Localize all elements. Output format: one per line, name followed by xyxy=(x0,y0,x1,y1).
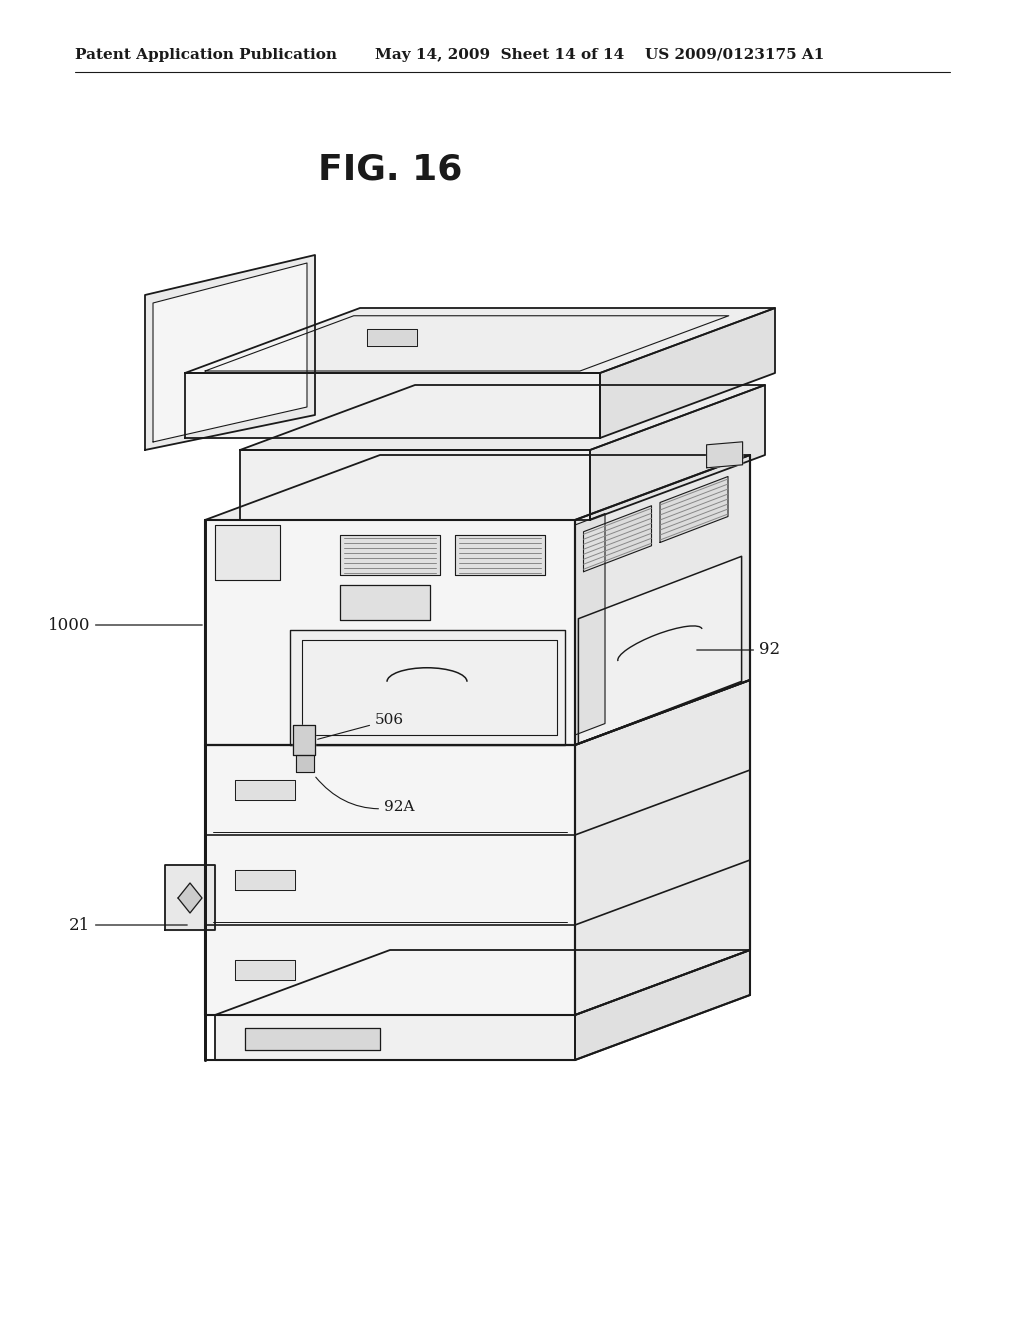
Text: 506: 506 xyxy=(317,713,404,739)
Polygon shape xyxy=(340,535,440,576)
Polygon shape xyxy=(575,950,750,1060)
Polygon shape xyxy=(165,865,215,931)
Polygon shape xyxy=(579,556,741,743)
Polygon shape xyxy=(185,374,600,438)
Polygon shape xyxy=(153,263,307,442)
Polygon shape xyxy=(185,308,775,374)
Polygon shape xyxy=(234,870,295,890)
Polygon shape xyxy=(707,442,742,467)
Polygon shape xyxy=(575,680,750,1015)
Text: 21: 21 xyxy=(69,916,187,933)
Polygon shape xyxy=(455,535,545,576)
Polygon shape xyxy=(205,455,750,520)
Polygon shape xyxy=(215,525,280,579)
Polygon shape xyxy=(234,960,295,979)
Polygon shape xyxy=(240,385,765,450)
Text: FIG. 16: FIG. 16 xyxy=(317,153,462,187)
Polygon shape xyxy=(293,725,315,755)
Polygon shape xyxy=(660,477,728,543)
Text: 92: 92 xyxy=(696,642,780,659)
Polygon shape xyxy=(245,1028,380,1049)
Polygon shape xyxy=(215,1015,575,1060)
Polygon shape xyxy=(575,455,750,744)
Polygon shape xyxy=(584,506,651,572)
Polygon shape xyxy=(240,450,590,520)
Text: US 2009/0123175 A1: US 2009/0123175 A1 xyxy=(645,48,824,62)
Text: 92A: 92A xyxy=(315,777,415,814)
Polygon shape xyxy=(296,755,314,772)
Polygon shape xyxy=(205,744,575,1015)
Polygon shape xyxy=(590,385,765,520)
Polygon shape xyxy=(575,513,605,735)
Polygon shape xyxy=(367,329,417,346)
Polygon shape xyxy=(340,585,430,620)
Polygon shape xyxy=(234,780,295,800)
Text: May 14, 2009  Sheet 14 of 14: May 14, 2009 Sheet 14 of 14 xyxy=(375,48,625,62)
Polygon shape xyxy=(145,255,315,450)
Polygon shape xyxy=(215,950,750,1015)
Text: 1000: 1000 xyxy=(47,616,202,634)
Polygon shape xyxy=(290,630,565,744)
Polygon shape xyxy=(600,308,775,438)
Text: Patent Application Publication: Patent Application Publication xyxy=(75,48,337,62)
Polygon shape xyxy=(178,883,202,913)
Polygon shape xyxy=(205,520,575,744)
